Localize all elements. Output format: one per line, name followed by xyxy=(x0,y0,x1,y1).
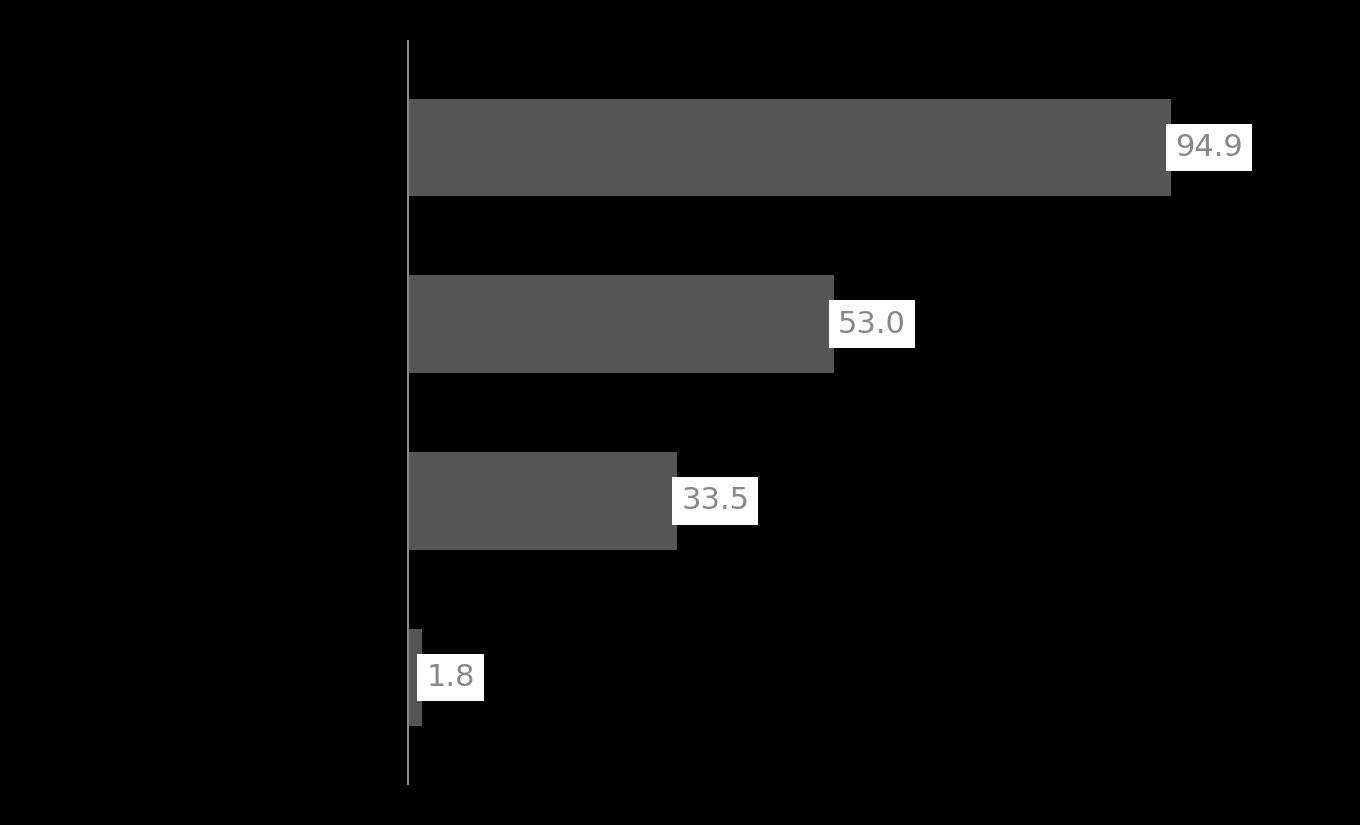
Text: 33.5: 33.5 xyxy=(681,487,749,516)
Text: 94.9: 94.9 xyxy=(1175,133,1243,162)
Bar xyxy=(408,99,1171,196)
Bar xyxy=(408,276,834,373)
Text: 53.0: 53.0 xyxy=(838,309,906,338)
Bar xyxy=(408,452,677,549)
Text: 1.8: 1.8 xyxy=(427,663,475,692)
Bar xyxy=(408,629,423,726)
